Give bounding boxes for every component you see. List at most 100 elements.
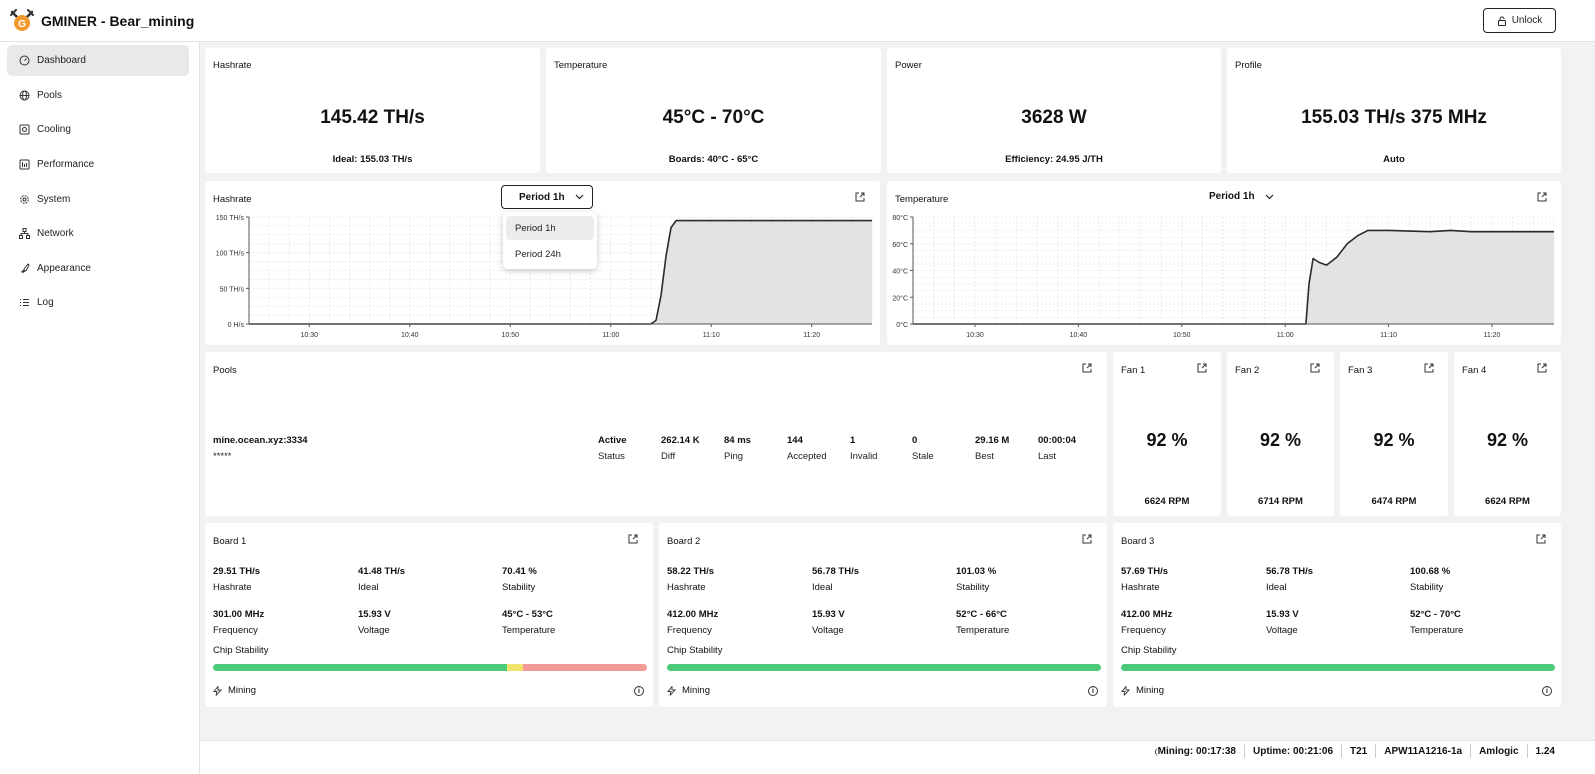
hashrate-value: 145.42 TH/s [320, 107, 425, 128]
sidebar-item-pools[interactable]: Pools [7, 80, 189, 111]
fan-rpm: 6714 RPM [1258, 496, 1303, 507]
open-external-icon[interactable] [1082, 534, 1092, 544]
card-title: Board 2 [667, 536, 701, 547]
pool-invalid: 1 Invalid [850, 435, 878, 462]
open-external-icon[interactable] [855, 192, 865, 202]
board-hashrate: 29.51 TH/s Hashrate [213, 566, 260, 593]
pool-last: 00:00:04 Last [1038, 435, 1077, 462]
card-title: Hashrate [213, 60, 252, 71]
board-voltage: 15.93 V Voltage [1266, 609, 1299, 636]
temperature-chart: 0°C 20°C 40°C 60°C 80°C 10:30 10:40 10:50 11:00 1… [892, 214, 1555, 339]
hashrate-period-select[interactable]: Period 1h [501, 185, 593, 209]
board-ideal: 56.78 TH/s Ideal [812, 566, 859, 593]
sidebar: Dashboard Pools Cooling Performance Syst… [0, 42, 200, 774]
x-tick-label: 11:10 [1380, 332, 1397, 339]
chip-stability-segment [1121, 664, 1555, 671]
y-tick-label: 40°C [892, 268, 908, 276]
x-tick-label: 10:40 [401, 332, 419, 339]
hashrate-chart: 0 H/s 50 TH/s 100 TH/s 150 TH/s 10:30 10:40 10… [216, 215, 873, 339]
x-tick-label: 10:50 [501, 332, 519, 339]
firmware-version: 1.24 [1535, 745, 1555, 757]
y-tick-label: 100 TH/s [216, 251, 245, 258]
board-temperature: 45°C - 53°C Temperature [502, 609, 556, 636]
card-title: Profile [1235, 60, 1262, 71]
x-tick-label: 11:20 [803, 332, 820, 339]
chip-stability-bar [1121, 664, 1555, 671]
power-value: 3628 W [1021, 107, 1087, 128]
board-temperature: 52°C - 66°C Temperature [956, 609, 1010, 636]
sidebar-item-dashboard[interactable]: Dashboard [7, 45, 189, 76]
period-option-24h[interactable]: Period 24h [515, 248, 561, 260]
info-icon[interactable]: i [634, 686, 644, 696]
temperature-summary-card: Temperature 45°C - 70°C Boards: 40°C - 6… [546, 48, 881, 173]
lightning-icon [1121, 685, 1130, 696]
series-area [249, 220, 872, 324]
sidebar-item-system[interactable]: System [7, 184, 189, 215]
sidebar-item-label: Log [37, 297, 54, 308]
sidebar-item-appearance[interactable]: Appearance [7, 253, 189, 284]
period-option-1h[interactable]: Period 1h [506, 216, 594, 240]
chip-stability-segment [507, 664, 524, 671]
y-tick-label: 60°C [892, 241, 908, 249]
pool-status: Active Status [598, 435, 627, 462]
sidebar-item-label: Pools [37, 90, 63, 101]
board-voltage: 15.93 V Voltage [358, 609, 391, 636]
fan-icon [19, 124, 30, 135]
chevron-down-icon [575, 194, 584, 200]
serial-number: APW11A1216-1a [1384, 745, 1463, 757]
lightning-icon [667, 685, 676, 696]
info-icon[interactable]: i [1088, 686, 1098, 696]
fan-rpm: 6474 RPM [1371, 496, 1417, 507]
open-external-icon[interactable] [1082, 363, 1092, 373]
board-frequency: 412.00 MHz Frequency [1121, 609, 1173, 636]
card-title: Power [895, 60, 922, 71]
board-status: Mining [213, 685, 256, 696]
fan-speed-percent: 92 % [1259, 430, 1302, 450]
hashrate-ideal: Ideal: 155.03 TH/s [332, 154, 413, 165]
open-external-icon[interactable] [628, 534, 638, 544]
chip-stability-label: Chip Stability [667, 645, 723, 656]
unlock-button[interactable]: Unlock [1483, 8, 1556, 33]
temperature-value: 45°C - 70°C [662, 107, 765, 128]
x-tick-label: 11:00 [1277, 332, 1294, 339]
info-icon[interactable]: i [1542, 686, 1552, 696]
open-external-icon[interactable] [1310, 363, 1320, 373]
board-ideal: 56.78 TH/s Ideal [1266, 566, 1313, 593]
board-hashrate: 57.69 TH/s Hashrate [1121, 566, 1168, 593]
svg-text:G: G [18, 19, 26, 30]
chip-stability-segment [667, 664, 1101, 671]
temperature-period-select[interactable]: Period 1h [1209, 191, 1274, 202]
open-external-icon[interactable] [1537, 192, 1547, 202]
sidebar-item-network[interactable]: Network [7, 218, 189, 249]
gminer-logo-icon: G [10, 9, 34, 31]
fan-card-2: Fan 2 92 % 6714 RPM [1227, 352, 1334, 516]
sidebar-item-performance[interactable]: Performance [7, 149, 189, 180]
period-dropdown-menu: Period 1h Period 24h [503, 212, 597, 269]
lock-icon [1497, 16, 1506, 26]
miner-model: T21 [1350, 745, 1368, 757]
board-status-text: Mining [1136, 685, 1164, 696]
open-external-icon[interactable] [1537, 363, 1547, 373]
pool-best: 29.16 M Best [975, 435, 1010, 462]
temperature-chart-card: Temperature Period 1h 0°C 20°C 40°C 60°C 80°… [887, 181, 1561, 345]
period-select-value: Period 1h [519, 191, 565, 203]
sidebar-item-cooling[interactable]: Cooling [7, 114, 189, 145]
x-tick-label: 10:40 [1070, 332, 1088, 339]
board-ideal: 41.48 TH/s Ideal [358, 566, 405, 593]
y-tick-label: 50 TH/s [220, 286, 245, 293]
top-bar: G GMINER - Bear_mining Unlock [0, 0, 1595, 42]
board-frequency: 412.00 MHz Frequency [667, 609, 719, 636]
open-external-icon[interactable] [1197, 363, 1207, 373]
theme-moon-icon[interactable] [1155, 748, 1163, 756]
sidebar-item-log[interactable]: Log [7, 287, 189, 318]
board-status: Mining [1121, 685, 1164, 696]
unlock-label: Unlock [1511, 15, 1543, 26]
pool-stale: 0 Stale [912, 435, 934, 462]
open-external-icon[interactable] [1536, 534, 1546, 544]
board-stability: 70.41 % Stability [502, 566, 537, 593]
chip-stability-label: Chip Stability [1121, 645, 1177, 656]
power-summary-card: Power 3628 W Efficiency: 24.95 J/TH [887, 48, 1221, 173]
open-external-icon[interactable] [1424, 363, 1434, 373]
board-temperature: 52°C - 70°C Temperature [1410, 609, 1464, 636]
pool-worker: ***** [213, 451, 232, 462]
